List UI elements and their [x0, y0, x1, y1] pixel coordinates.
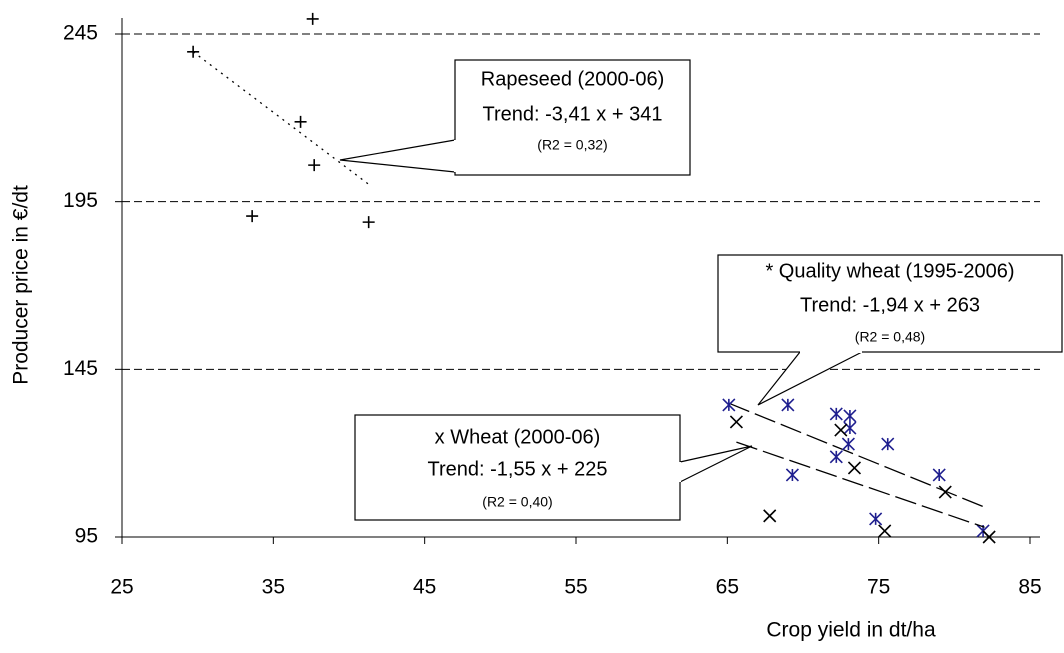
x-tick-label: 25 — [110, 576, 133, 599]
point — [785, 468, 799, 482]
y-tick-label: 245 — [63, 22, 98, 45]
callout-title: * Quality wheat (1995-2006) — [765, 260, 1014, 282]
x-axis-title: Crop yield in dt/ha — [766, 619, 936, 642]
x-tick-label: 45 — [413, 576, 436, 599]
point — [829, 407, 843, 421]
callout-title: x Wheat (2000-06) — [435, 426, 601, 448]
y-tick-label: 195 — [63, 189, 98, 212]
x-tick-label: 55 — [564, 576, 587, 599]
callout-trend: Trend: -1,94 x + 263 — [800, 294, 980, 316]
x-tick-label: 75 — [867, 576, 890, 599]
callout-box — [454, 59, 691, 176]
point — [246, 210, 259, 223]
point — [834, 423, 848, 437]
point — [308, 159, 321, 172]
y-tick-label: 95 — [75, 525, 98, 548]
callout-box — [717, 254, 1063, 353]
callout-r2: (R2 = 0,48) — [855, 329, 925, 345]
point — [841, 437, 855, 451]
point — [187, 45, 200, 58]
x-tick-label: 85 — [1018, 576, 1041, 599]
point — [362, 216, 375, 229]
point — [938, 485, 952, 499]
point — [763, 509, 777, 523]
point — [878, 524, 892, 538]
point — [932, 468, 946, 482]
callout-r2: (R2 = 0,40) — [482, 494, 552, 510]
callout-pointer — [757, 351, 863, 406]
point — [847, 461, 862, 475]
callout-trend: Trend: -1,55 x + 225 — [428, 458, 608, 480]
point — [294, 115, 307, 128]
x-tick-label: 65 — [716, 576, 739, 599]
trend-line — [192, 51, 373, 188]
y-axis-title: Producer price in €/dt — [10, 185, 33, 385]
callout-pointer — [679, 445, 753, 483]
y-tick-label: 145 — [63, 357, 98, 380]
point — [829, 450, 843, 464]
callout-box — [354, 414, 681, 521]
point — [306, 12, 319, 25]
point — [843, 421, 857, 435]
callout-pointer — [339, 139, 456, 173]
point — [729, 415, 743, 429]
point — [881, 437, 895, 451]
callout-r2: (R2 = 0,32) — [537, 137, 607, 153]
x-tick-label: 35 — [262, 576, 285, 599]
trend-line — [736, 441, 985, 528]
callout-title: Rapeseed (2000-06) — [481, 68, 664, 90]
point — [843, 409, 857, 423]
point — [722, 398, 736, 412]
point — [869, 512, 883, 526]
point — [781, 398, 795, 412]
point — [982, 530, 996, 544]
callout-trend: Trend: -3,41 x + 341 — [483, 103, 663, 125]
